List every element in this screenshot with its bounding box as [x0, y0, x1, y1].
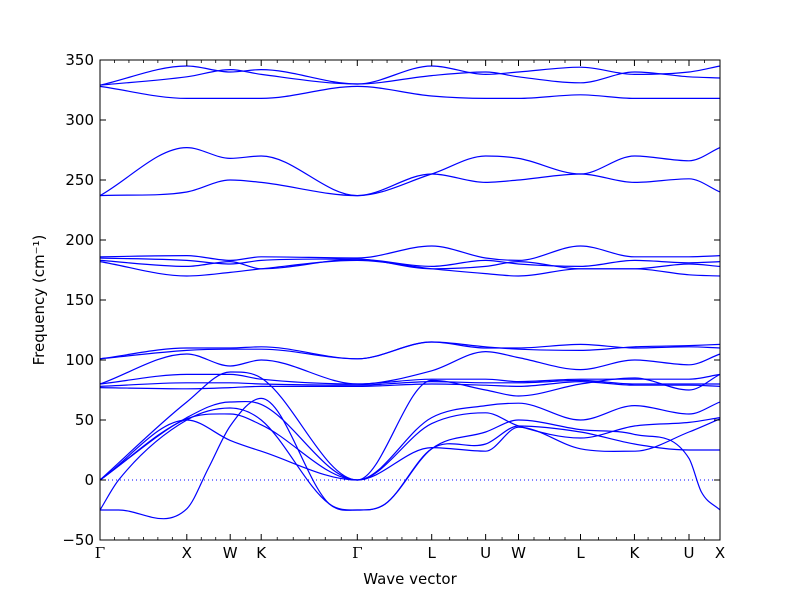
phonon-branch-5 [99, 173, 721, 197]
series-layer [99, 65, 721, 520]
phonon-branch-9 [99, 259, 721, 277]
phonon-branch-17 [99, 400, 721, 481]
x-tick-label: K [630, 544, 641, 562]
phonon-branch-6 [99, 245, 721, 262]
x-axis-label: Wave vector [363, 570, 457, 588]
y-tick-label: 150 [65, 291, 94, 309]
phonon-branch-16 [99, 371, 721, 481]
x-tick-label: U [684, 544, 695, 562]
y-tick-label: 0 [84, 471, 94, 489]
phonon-branch-11 [99, 341, 721, 360]
y-tick-label: 200 [65, 231, 94, 249]
y-axis-label: Frequency (cm⁻¹) [30, 235, 48, 366]
phonon-branch-21 [99, 407, 720, 511]
y-tick-label: 250 [65, 171, 94, 189]
plot-background [100, 60, 720, 540]
phonon-branch-12 [99, 350, 721, 385]
x-minor-ticks [114, 60, 705, 540]
x-tick-label: W [511, 544, 526, 562]
x-tick-label: L [576, 544, 585, 562]
y-tick-label: 50 [75, 411, 94, 429]
y-axis: −50 0 50 100 150 200 250 300 350 [62, 51, 720, 549]
x-tick-label: K [256, 544, 267, 562]
phonon-branch-4 [99, 146, 721, 197]
y-tick-label: 300 [65, 111, 94, 129]
x-tick-label: L [428, 544, 437, 562]
x-tick-label: U [480, 544, 491, 562]
x-tick-label: Γ [95, 544, 105, 562]
phonon-branch-1 [99, 65, 721, 86]
y-tick-label: 100 [65, 351, 94, 369]
phonon-branch-2 [99, 68, 721, 86]
y-tick-label: 350 [65, 51, 94, 69]
phonon-branch-15 [99, 380, 721, 390]
x-tick-label: X [715, 544, 725, 562]
phonon-branch-3 [99, 85, 720, 100]
x-tick-label: W [223, 544, 238, 562]
phonon-branch-19 [99, 418, 721, 481]
phonon-branch-18 [99, 412, 721, 481]
phonon-branch-7 [99, 257, 721, 268]
y-tick-label: −50 [62, 531, 94, 549]
x-tick-label: Γ [352, 544, 362, 562]
x-tick-label: X [182, 544, 192, 562]
